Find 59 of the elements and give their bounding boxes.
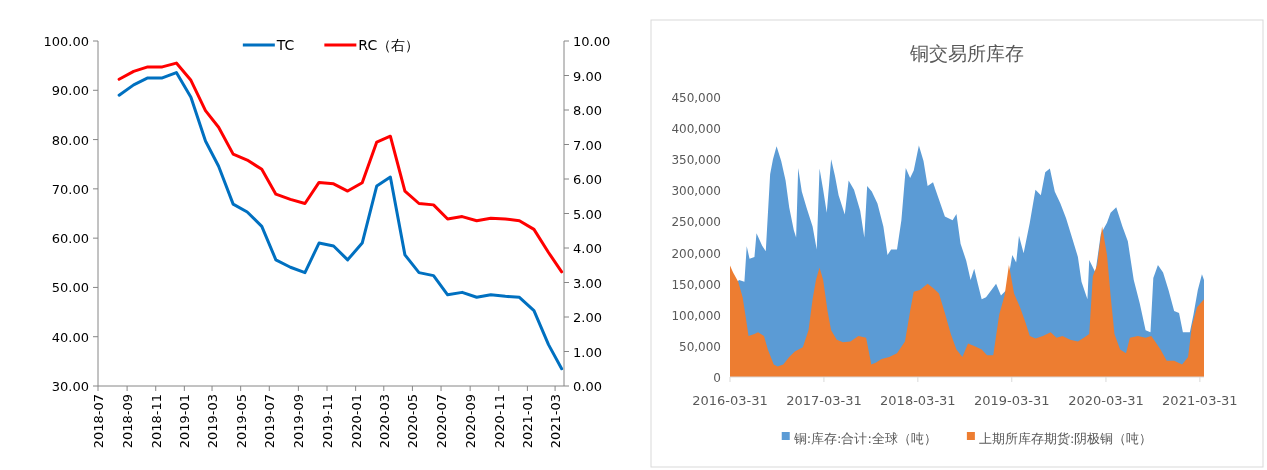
x-tick-label: 2020-07: [434, 394, 450, 449]
y-tick-label: 300,000: [671, 184, 721, 199]
x-tick-label: 2020-09: [463, 394, 479, 449]
x-tick-label: 2019-11: [320, 394, 336, 449]
y-tick-label: 40.00: [51, 329, 89, 345]
x-tick-label: 2020-05: [405, 394, 421, 449]
x-tick-label: 2016-03-31: [692, 393, 768, 408]
y-tick-label: 100.00: [43, 34, 89, 49]
y-tick-label: 50.00: [51, 280, 89, 296]
y2-tick-label: 8.00: [573, 103, 602, 118]
y-tick-label: 450,000: [671, 91, 721, 105]
x-tick-label: 2018-07: [91, 394, 106, 449]
y-tick-label: 400,000: [671, 122, 721, 137]
y-tick-label: 90.00: [51, 83, 89, 99]
x-tick-label: 2021-01: [520, 394, 536, 449]
x-tick-label: 2018-09: [120, 394, 136, 449]
y2-tick-label: 7.00: [573, 137, 602, 153]
x-tick-label: 2019-03-31: [973, 393, 1050, 408]
y2-tick-label: 4.00: [573, 241, 602, 256]
x-tick-label: 2020-03: [376, 394, 392, 449]
y2-tick-label: 1.00: [573, 344, 602, 360]
chart-title: 铜交易所库存: [909, 42, 1024, 64]
x-tick-label: 2020-03-31: [1068, 393, 1144, 408]
x-tick-label: 2018-03-31: [880, 393, 956, 408]
y2-tick-label: 0.00: [573, 379, 602, 394]
y-tick-label: 70.00: [51, 181, 89, 197]
x-tick-label: 2021-03: [548, 394, 564, 449]
x-tick-label: 2017-03-31: [786, 393, 862, 408]
line-series: [117, 61, 564, 274]
y2-tick-label: 5.00: [573, 206, 602, 222]
x-tick-label: 2019-09: [291, 394, 307, 449]
y-tick-label: 0: [713, 371, 721, 385]
line-series: [117, 71, 564, 371]
y-tick-label: 250,000: [671, 215, 721, 230]
y-tick-label: 350,000: [671, 153, 721, 168]
y-tick-label: 80.00: [51, 132, 89, 148]
y2-tick-label: 3.00: [573, 275, 602, 291]
y-tick-label: 200,000: [671, 246, 721, 261]
y-tick-label: 50,000: [679, 339, 721, 354]
x-tick-label: 2019-07: [262, 394, 278, 449]
x-tick-label: 2019-01: [177, 394, 193, 449]
y2-tick-label: 2.00: [573, 310, 602, 325]
y2-tick-label: 6.00: [573, 172, 602, 187]
x-tick-label: 2020-11: [491, 394, 507, 449]
y2-tick-label: 9.00: [573, 68, 602, 84]
x-tick-label: 2019-05: [233, 394, 249, 449]
y-tick-label: 150,000: [671, 277, 721, 292]
y-tick-label: 60.00: [51, 231, 89, 247]
legend-label: TC: [275, 37, 295, 53]
y-tick-label: 30.00: [51, 379, 89, 394]
legend-label: RC（右）: [358, 37, 420, 53]
legend-label: 上期所库存期货:阴极铜（吨）: [978, 431, 1153, 446]
y2-tick-label: 10.00: [573, 34, 611, 49]
x-tick-label: 2018-11: [148, 394, 164, 449]
x-tick-label: 2019-03: [205, 394, 221, 449]
legend-label: 铜:库存:合计:全球（吨）: [792, 431, 937, 446]
x-tick-label: 2020-01: [348, 394, 364, 449]
y-tick-label: 100,000: [671, 308, 721, 323]
x-tick-label: 2021-03-31: [1162, 393, 1238, 408]
